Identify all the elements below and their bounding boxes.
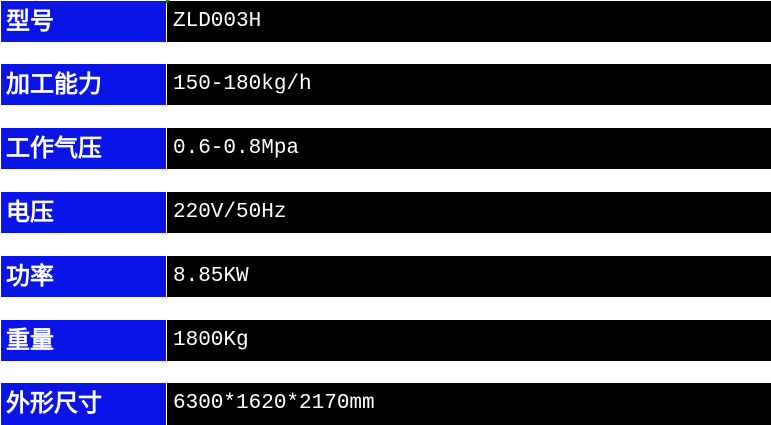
spec-row-weight: 重量 1800Kg [1, 320, 771, 361]
spec-value[interactable]: 0.6-0.8Mpa [167, 128, 771, 169]
spec-row-dimensions: 外形尺寸 6300*1620*2170mm [1, 383, 771, 425]
spec-label: 功率 [1, 256, 166, 297]
spec-value[interactable]: 150-180kg/h [167, 64, 771, 105]
spec-row-voltage: 电压 220V/50Hz [1, 192, 771, 233]
spec-label: 重量 [1, 320, 166, 361]
spec-row-air-pressure: 工作气压 0.6-0.8Mpa [1, 128, 771, 169]
spec-label: 外形尺寸 [1, 383, 166, 425]
spec-row-model: 型号 ZLD003H [1, 1, 771, 42]
selected-cell-marker [166, 0, 170, 4]
spec-row-capacity: 加工能力 150-180kg/h [1, 64, 771, 105]
spec-row-power: 功率 8.85KW [1, 256, 771, 297]
spec-value[interactable]: 220V/50Hz [167, 192, 771, 233]
spec-label: 电压 [1, 192, 166, 233]
spec-label: 工作气压 [1, 128, 166, 169]
spec-label: 型号 [1, 1, 166, 42]
spec-value[interactable]: ZLD003H [167, 1, 771, 42]
spec-value[interactable]: 6300*1620*2170mm [167, 383, 771, 425]
spec-value[interactable]: 8.85KW [167, 256, 771, 297]
spec-label: 加工能力 [1, 64, 166, 105]
spec-value[interactable]: 1800Kg [167, 320, 771, 361]
